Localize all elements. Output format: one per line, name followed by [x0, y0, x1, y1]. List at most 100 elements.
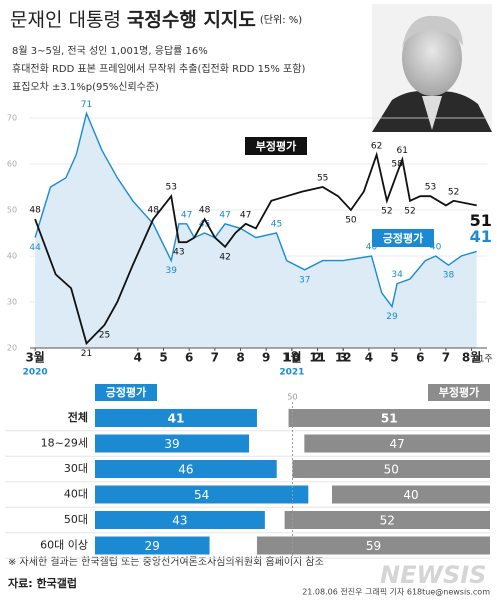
credit: 21.08.06 전진우 그래픽 기자 618tue@newsis.com — [302, 587, 490, 597]
y-tick-label: 50 — [7, 206, 17, 215]
data-label: 48 — [148, 206, 160, 216]
x-tick-label: 3월 — [25, 350, 44, 365]
bar — [95, 536, 210, 555]
note: 8월 3~5일, 전국 성인 1,001명, 응답률 16% — [12, 45, 208, 57]
x-tick-label: 8월 — [462, 350, 481, 365]
category-label: 30대 — [64, 462, 88, 475]
category-label: 60대 이상 — [40, 539, 88, 552]
x-tick-label: 6 — [185, 351, 193, 365]
data-label: 45 — [199, 220, 210, 230]
legend-label: 부정평가 — [256, 139, 296, 153]
data-label: 34 — [391, 270, 403, 280]
data-label: 41 — [470, 227, 492, 246]
y-tick-label: 40 — [7, 252, 17, 261]
data-label: 37 — [299, 275, 310, 285]
data-label: 55 — [317, 174, 328, 184]
bar — [284, 511, 490, 529]
data-label: 29 — [386, 312, 398, 322]
title: 문재인 대통령 국정수행 지지도 (단위: %) — [10, 9, 302, 31]
bar — [95, 485, 309, 504]
title-bold: 국정수행 지지도 — [127, 9, 256, 31]
bar — [256, 536, 490, 555]
data-label: 50 — [384, 463, 399, 477]
category-label: 18~29세 — [41, 437, 88, 450]
x-annotation: 1주 — [479, 354, 493, 365]
data-label: 61 — [397, 146, 408, 156]
category-label: 50대 — [64, 513, 88, 526]
x-tick-label: 5 — [159, 351, 167, 365]
legend-box — [95, 384, 157, 401]
x-tick-label: 12 — [335, 351, 352, 365]
note: 휴대전화 RDD 표본 프레임에서 무작위 추출(집전화 RDD 15% 포함) — [12, 62, 305, 75]
data-label: 62 — [371, 141, 382, 151]
bar — [95, 409, 257, 427]
footnote: ※ 자세한 결과는 한국갤럽 또는 중앙선거여론조사심의위원회 홈페이지 참조 — [8, 555, 324, 568]
data-label: 43 — [172, 514, 187, 528]
legend-label: 부정평가 — [439, 385, 479, 399]
data-label: 39 — [164, 437, 179, 451]
data-label: 40 — [366, 243, 378, 253]
data-label: 53 — [425, 183, 436, 193]
legend-box — [245, 137, 307, 155]
data-label: 43 — [173, 248, 184, 258]
x-annotation: 2021 — [279, 368, 304, 378]
legend-box — [428, 384, 490, 401]
data-label: 25 — [99, 331, 110, 341]
bar — [288, 409, 490, 427]
data-label: 59 — [366, 539, 381, 553]
note: 표집오차 ±3.1%p(95%신뢰수준) — [12, 81, 159, 93]
data-label: 52 — [448, 187, 459, 197]
data-label: 51 — [381, 412, 398, 426]
data-label: 52 — [381, 206, 392, 216]
data-label: 47 — [240, 210, 251, 220]
data-label: 58 — [391, 160, 403, 170]
x-tick-label: 50 — [287, 393, 297, 402]
x-tick-label: 4 — [365, 351, 373, 365]
x-tick-label: 4 — [134, 351, 142, 365]
data-label: 50 — [345, 216, 357, 226]
data-label: 48 — [29, 206, 41, 216]
x-annotation: 2020 — [23, 368, 48, 378]
legend-box — [372, 229, 434, 247]
bar — [292, 460, 490, 478]
data-label: 38 — [443, 271, 455, 281]
x-tick-label: 8 — [236, 351, 244, 365]
data-label: 40 — [430, 243, 442, 253]
data-label: 21 — [81, 349, 92, 359]
photo — [372, 4, 492, 132]
data-label: 40 — [403, 488, 418, 502]
x-tick-label: 1월 — [282, 350, 301, 365]
category-label: 전체 — [68, 410, 88, 424]
data-label: 52 — [404, 206, 415, 216]
area — [35, 113, 477, 349]
data-label: 39 — [165, 266, 177, 276]
y-tick-label: 20 — [7, 344, 17, 353]
data-label: 48 — [199, 206, 211, 216]
bar — [95, 460, 277, 478]
data-label: 47 — [181, 210, 192, 220]
x-tick-label: 3 — [339, 351, 347, 365]
data-label: 45 — [271, 220, 282, 230]
bar — [304, 434, 490, 453]
data-label: 47 — [390, 437, 405, 451]
y-tick-label: 60 — [7, 160, 17, 169]
data-label: 47 — [219, 210, 230, 220]
data-label: 52 — [380, 514, 395, 528]
data-label: 53 — [165, 183, 176, 193]
x-tick-label: 7 — [442, 351, 450, 365]
title-unit: (단위: %) — [260, 13, 302, 26]
data-label: 71 — [81, 100, 92, 110]
x-tick-label: 2 — [313, 351, 321, 365]
data-label: 44 — [29, 243, 41, 253]
data-label: 51 — [470, 211, 492, 230]
x-tick-label: 6 — [416, 351, 424, 365]
category-label: 40대 — [64, 488, 88, 501]
data-label: 42 — [219, 252, 230, 262]
y-tick-label: 70 — [7, 114, 17, 123]
x-tick-label: 9 — [262, 351, 270, 365]
logo: NEWSIS — [380, 561, 486, 589]
bar — [95, 511, 265, 529]
data-label: 41 — [168, 412, 185, 426]
bar — [332, 485, 490, 504]
